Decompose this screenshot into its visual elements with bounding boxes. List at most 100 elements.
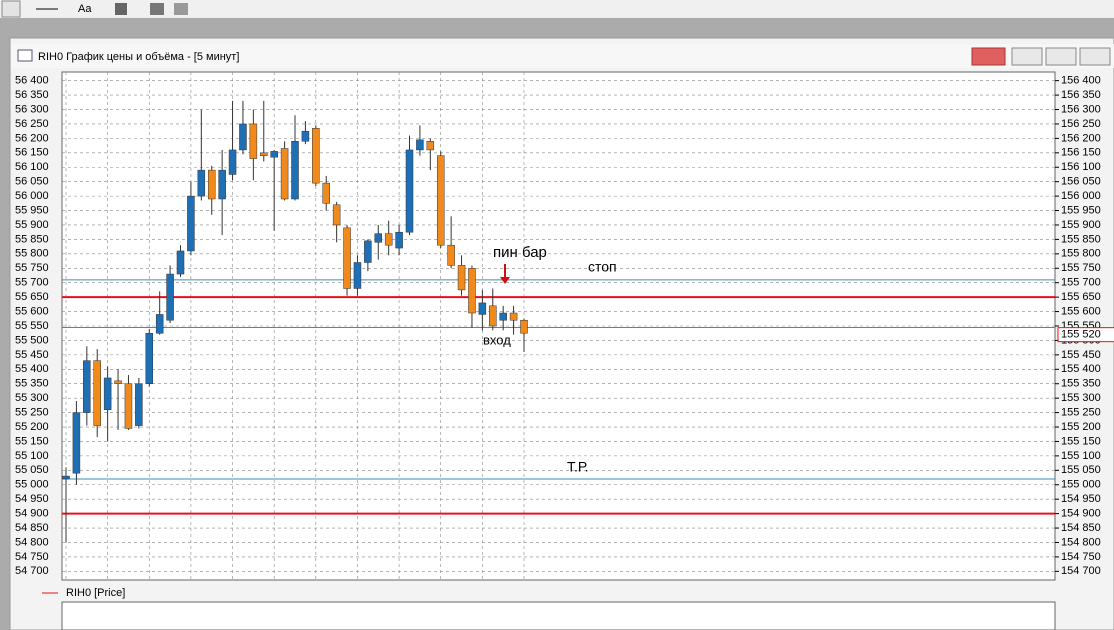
clear-tool[interactable] <box>174 3 188 15</box>
y-tick-label: 54 850 <box>15 522 49 534</box>
y-tick-label: 56 300 <box>15 103 49 115</box>
candle-body <box>395 231 403 249</box>
candle-body <box>436 155 445 246</box>
candle-body <box>176 250 185 275</box>
candle-body <box>426 141 435 151</box>
y2-tick-label: 156 400 <box>1061 75 1101 87</box>
candle-body <box>155 314 164 334</box>
y-tick-label: 55 900 <box>15 219 49 231</box>
candle-body <box>301 130 310 142</box>
y2-tick-label: 155 700 <box>1061 277 1101 289</box>
candle-body <box>228 149 237 175</box>
candle-body <box>187 195 195 252</box>
candle-body <box>83 360 91 413</box>
y2-tick-label: 154 850 <box>1061 522 1101 534</box>
title-bar <box>11 44 1114 68</box>
y2-tick-label: 155 900 <box>1061 219 1101 231</box>
y-tick-label: 55 800 <box>15 248 49 260</box>
window-title: RIH0 График цены и объёма - [5 минут] <box>38 51 239 63</box>
y-tick-label: 55 500 <box>15 334 49 346</box>
candle-body <box>280 148 289 200</box>
y2-tick-label: 154 950 <box>1061 493 1101 505</box>
candle-body <box>447 244 455 266</box>
restore-button[interactable] <box>1045 47 1077 66</box>
y2-tick-label: 155 000 <box>1061 479 1101 491</box>
candle-body <box>364 240 372 263</box>
y-tick-label: 55 300 <box>15 392 49 404</box>
y-tick-label: 55 200 <box>15 421 49 433</box>
candle-body <box>103 377 112 410</box>
minimize-button[interactable] <box>1011 47 1043 66</box>
annotation: пин бар <box>493 244 547 261</box>
hand-button[interactable] <box>1 0 21 18</box>
y2-tick-label: 155 050 <box>1061 464 1101 476</box>
candle-body <box>145 332 154 384</box>
annotation: вход <box>483 332 511 347</box>
price-tag <box>1057 327 1114 343</box>
y2-tick-label: 156 150 <box>1061 147 1101 159</box>
candle-body <box>384 233 393 246</box>
y-tick-label: 55 050 <box>15 464 49 476</box>
candle-body <box>416 139 424 151</box>
candle-body <box>322 182 330 204</box>
y2-tick-label: 156 000 <box>1061 190 1101 202</box>
candle-body <box>509 312 518 321</box>
candle-body <box>114 380 122 384</box>
annotation: Т.Р. <box>567 459 588 475</box>
arrow-head <box>500 277 510 284</box>
close-button[interactable] <box>1079 47 1111 66</box>
candle-body <box>478 302 487 315</box>
fill-tool[interactable] <box>115 3 127 15</box>
y-tick-label: 55 100 <box>15 450 49 462</box>
y2-tick-label: 155 850 <box>1061 233 1101 245</box>
y2-tick-label: 156 300 <box>1061 103 1101 115</box>
candle-body <box>166 273 174 321</box>
y-tick-label: 55 450 <box>15 349 49 361</box>
y2-tick-label: 155 200 <box>1061 421 1101 433</box>
y-tick-label: 55 600 <box>15 305 49 317</box>
y-tick-label: 54 700 <box>15 565 49 577</box>
y2-tick-label: 155 350 <box>1061 378 1101 390</box>
y-tick-label: 56 050 <box>15 176 49 188</box>
link-button[interactable] <box>971 47 1006 66</box>
y-tick-label: 55 750 <box>15 262 49 274</box>
y2-tick-label: 155 300 <box>1061 392 1101 404</box>
candle-body <box>374 233 383 243</box>
candle-body <box>457 265 466 291</box>
y2-tick-label: 156 250 <box>1061 118 1101 130</box>
candle-body <box>468 268 476 314</box>
candle-body <box>270 151 278 158</box>
font-button[interactable]: Aa <box>78 3 92 15</box>
y2-tick-label: 155 150 <box>1061 435 1101 447</box>
y2-tick-label: 155 250 <box>1061 406 1101 418</box>
y-tick-label: 55 650 <box>15 291 49 303</box>
candle-body <box>197 169 206 197</box>
y-tick-label: 56 000 <box>15 190 49 202</box>
legend-label: RIH0 [Price] <box>66 587 125 599</box>
candle-body <box>343 227 351 289</box>
y2-tick-label: 156 050 <box>1061 176 1101 188</box>
candle-body <box>489 305 497 327</box>
y2-tick-label: 155 800 <box>1061 248 1101 260</box>
candle-body <box>62 475 70 480</box>
candle-body <box>332 204 341 226</box>
y-tick-label: 56 150 <box>15 147 49 159</box>
y-tick-label: 55 550 <box>15 320 49 332</box>
y-tick-label: 55 350 <box>15 378 49 390</box>
window-icon <box>17 49 33 62</box>
y2-tick-label: 155 650 <box>1061 291 1101 303</box>
y2-tick-label: 155 100 <box>1061 450 1101 462</box>
candle-body <box>520 319 528 334</box>
y-tick-label: 55 400 <box>15 363 49 375</box>
y2-tick-label: 154 800 <box>1061 536 1101 548</box>
candle-body <box>135 383 143 426</box>
time-axis <box>61 601 1056 630</box>
y-tick-label: 54 800 <box>15 536 49 548</box>
candle-body <box>353 262 362 289</box>
y-tick-label: 56 350 <box>15 89 49 101</box>
erase-tool[interactable] <box>150 3 164 15</box>
plot-area <box>61 71 1056 581</box>
y-tick-label: 55 250 <box>15 406 49 418</box>
